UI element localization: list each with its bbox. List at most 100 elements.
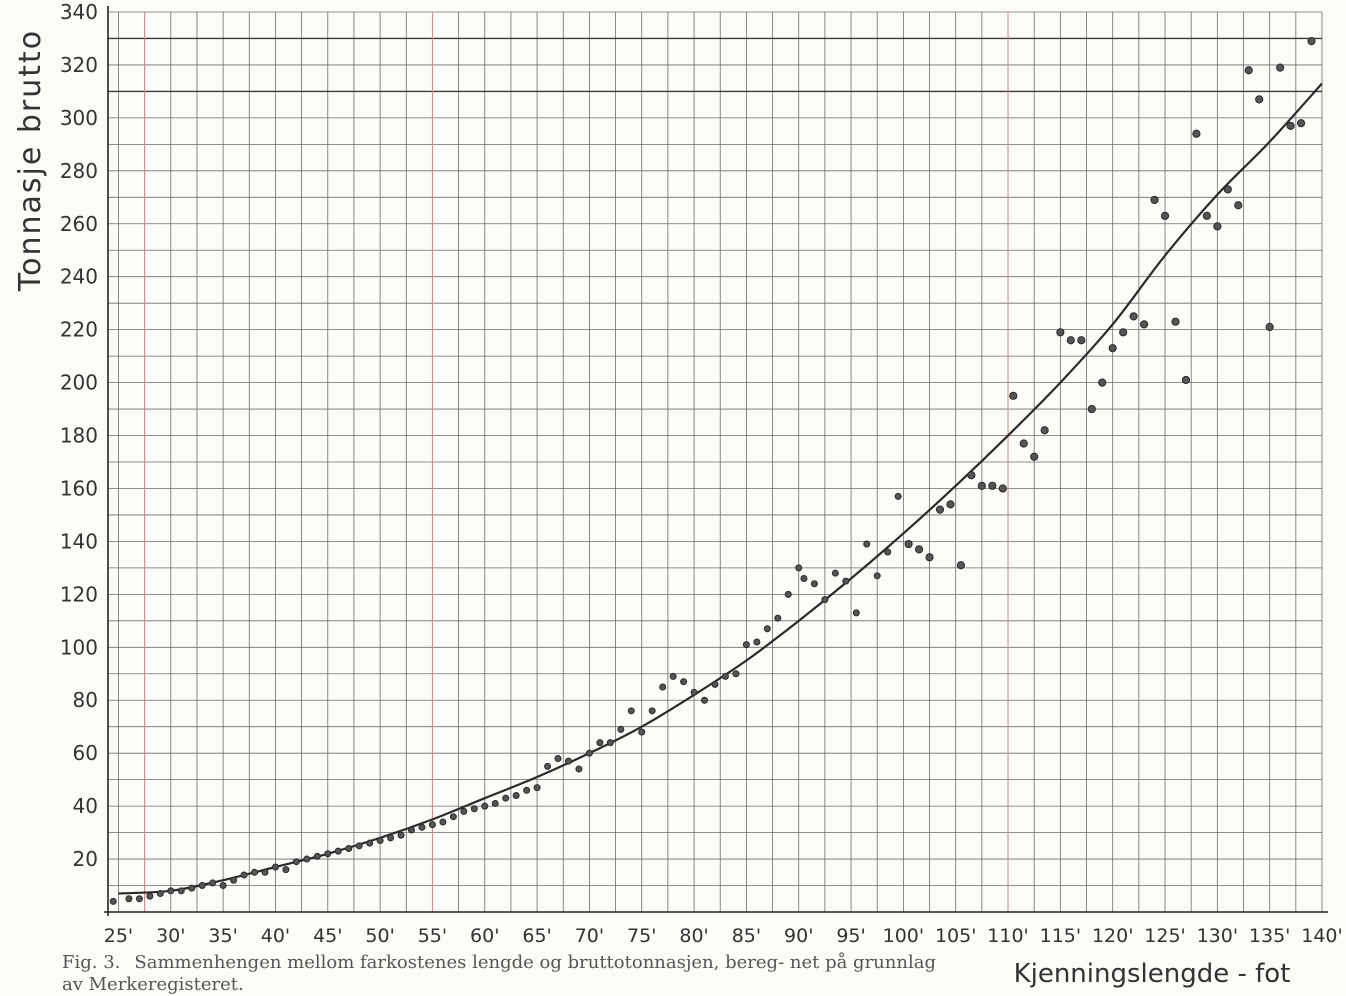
data-point (481, 802, 489, 810)
data-point (863, 540, 871, 548)
data-point (1255, 95, 1264, 104)
y-tick-label: 300 (60, 106, 98, 130)
data-point (177, 887, 185, 895)
data-point (1150, 195, 1159, 205)
data-point (873, 572, 881, 580)
data-point (491, 799, 499, 807)
data-point (1286, 121, 1295, 130)
data-point (648, 707, 656, 715)
figure-caption: Fig. 3. Sammenhengen mellom farkostenes l… (62, 952, 942, 996)
x-tick-label: 60' (470, 925, 499, 947)
data-point (1087, 404, 1096, 414)
data-point (810, 580, 818, 588)
data-point (575, 765, 583, 773)
y-tick-label: 340 (60, 0, 98, 24)
x-tick-label: 25' (104, 925, 133, 947)
data-point (251, 868, 259, 876)
data-point (209, 879, 217, 887)
minor-grid (108, 11, 1323, 912)
data-point (408, 826, 415, 834)
y-tick-label: 140 (60, 529, 98, 553)
x-tick-label: 130' (1197, 925, 1239, 947)
data-point (167, 887, 175, 895)
data-point (135, 895, 143, 903)
data-point (366, 839, 374, 847)
data-point (1030, 452, 1039, 461)
data-point (439, 818, 447, 826)
x-axis-title: Kjenningslengde - fot (1014, 959, 1291, 989)
y-tick-label: 20 (73, 847, 98, 871)
data-point (198, 882, 206, 890)
data-point (701, 696, 709, 704)
x-tick-label: 100' (883, 925, 925, 947)
data-point (988, 481, 997, 490)
y-tick-labels: 20 40 60 80 100 120 140 160 180 200 220 240 260 280 30… (60, 0, 98, 871)
data-point (533, 784, 541, 792)
data-point (977, 481, 986, 490)
x-tick-label: 135' (1249, 925, 1291, 947)
data-point (449, 813, 457, 821)
data-point (1265, 322, 1274, 332)
data-point (606, 739, 614, 747)
data-point (1129, 312, 1138, 321)
data-point (894, 492, 902, 500)
data-point (914, 545, 924, 554)
data-point (753, 638, 761, 646)
data-point (109, 897, 117, 905)
data-point (1213, 222, 1222, 231)
data-point (470, 805, 478, 813)
data-point (1077, 336, 1086, 345)
y-tick-label: 240 (60, 265, 98, 289)
data-point (512, 792, 520, 800)
data-point (659, 683, 667, 691)
data-point (831, 569, 839, 577)
data-point (1202, 211, 1211, 220)
data-point (146, 892, 154, 900)
data-point (240, 871, 248, 879)
data-point (1009, 391, 1018, 400)
data-point (638, 728, 646, 736)
data-point (1160, 211, 1170, 220)
data-point (1098, 378, 1107, 387)
data-point (271, 863, 279, 871)
data-point (1192, 129, 1201, 138)
data-point (1223, 185, 1232, 194)
y-tick-label: 180 (60, 424, 98, 448)
data-point (925, 553, 934, 562)
data-point (763, 625, 771, 633)
data-point (795, 564, 803, 572)
data-point (523, 786, 531, 794)
data-point (292, 858, 300, 866)
x-tick-label: 35' (208, 925, 237, 947)
data-point (564, 757, 572, 765)
data-point (1307, 37, 1316, 46)
data-point (1296, 119, 1306, 128)
x-tick-label: 95' (836, 925, 865, 947)
y-tick-label: 100 (60, 635, 98, 659)
data-point (935, 505, 945, 514)
y-tick-label: 220 (60, 318, 98, 342)
data-point (334, 847, 342, 855)
data-point (967, 471, 976, 480)
data-point (397, 831, 405, 839)
data-point (1181, 375, 1191, 385)
data-point (1040, 426, 1049, 435)
data-point (1171, 317, 1180, 326)
x-tick-label: 75' (627, 925, 656, 947)
data-point (1019, 439, 1028, 448)
x-tick-label: 140' (1301, 925, 1343, 947)
y-tick-label: 80 (73, 688, 98, 712)
data-point (1139, 320, 1149, 329)
x-tick-labels: 25' 30' 35' 40' 45' 50' 55' 60' 65' 70' 75' 80' 85' 9… (104, 925, 1343, 947)
figure-label: Fig. 3. (62, 952, 121, 973)
data-point (428, 821, 436, 829)
data-point (669, 672, 677, 680)
data-point (946, 500, 955, 509)
data-point (1244, 66, 1253, 75)
data-point (219, 882, 227, 890)
x-tick-label: 50' (365, 925, 394, 947)
data-point (387, 834, 395, 842)
data-point (460, 807, 468, 815)
data-point (544, 762, 552, 770)
y-axis-title: Tonnasje brutto (13, 29, 48, 292)
